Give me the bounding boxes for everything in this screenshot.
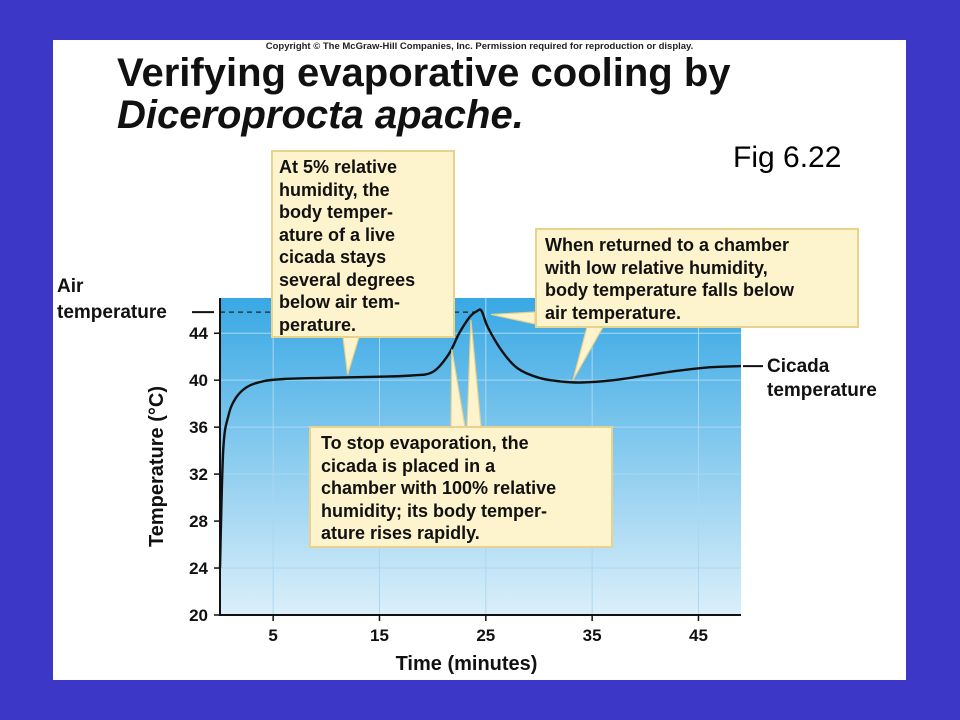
title-line-1: Verifying evaporative cooling by	[117, 51, 731, 95]
y-tick-label: 32	[189, 465, 208, 484]
copyright-notice: Copyright © The McGraw-Hill Companies, I…	[265, 41, 694, 52]
y-tick-label: 44	[189, 324, 208, 343]
cicada-temperature-line	[218, 308, 742, 569]
air-temperature-label-line-2: temperature	[57, 302, 167, 323]
title-line-2: Diceroprocta apache.	[117, 93, 524, 137]
callout-pointers	[342, 311, 605, 428]
callout-high-humidity: To stop evaporation, the cicada is place…	[309, 426, 613, 548]
slide-panel: Copyright © The McGraw-Hill Companies, I…	[53, 40, 906, 680]
x-tick-label: 5	[268, 626, 277, 645]
x-tick-label: 35	[583, 626, 602, 645]
air-temperature-label-line-1: Air	[57, 276, 84, 297]
cicada-label-line-2: temperature	[767, 380, 877, 401]
y-tick-label: 36	[189, 418, 208, 437]
x-tick-label: 25	[476, 626, 495, 645]
y-tick-label: 24	[189, 559, 208, 578]
x-tick-label: 15	[370, 626, 389, 645]
x-axis-title: Time (minutes)	[396, 653, 538, 675]
y-tick-label: 40	[189, 371, 208, 390]
x-tick-label: 45	[689, 626, 708, 645]
axis-ticks	[214, 332, 700, 621]
y-axis-title: Temperature (°C)	[146, 386, 168, 547]
y-tick-label: 20	[189, 606, 208, 625]
temperature-chart: 20 24 28 32 36 40 44 5 15 25 35 45 Time (minutes) Tem…	[57, 276, 877, 675]
cicada-label-line-1: Cicada	[767, 356, 830, 377]
y-tick-label: 28	[189, 512, 208, 531]
chart-labels: 20 24 28 32 36 40 44 5 15 25 35 45 Time (minutes) Tem…	[57, 276, 877, 675]
callout-low-humidity: At 5% relative humidity, the body temper…	[271, 150, 455, 338]
slide-title: Verifying evaporative cooling by Dicerop…	[117, 52, 731, 136]
figure-label: Fig 6.22	[733, 141, 842, 174]
callout-return-low-humidity: When returned to a chamber with low rela…	[535, 228, 859, 328]
